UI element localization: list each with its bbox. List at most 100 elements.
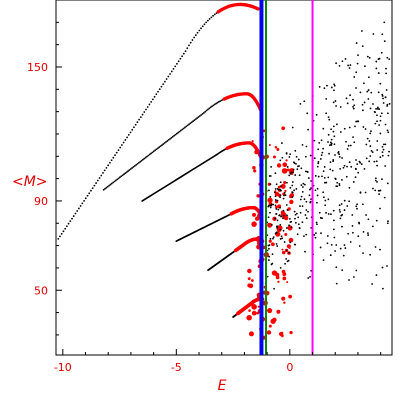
data-point (334, 100, 337, 102)
data-point (179, 129, 182, 132)
data-point (290, 220, 293, 223)
data-point (328, 152, 330, 155)
data-point (121, 174, 124, 177)
data-point (281, 237, 284, 240)
data-point (275, 208, 278, 210)
data-point (318, 211, 321, 214)
data-point (377, 91, 380, 94)
data-point (358, 245, 361, 247)
data-point (248, 309, 251, 312)
data-point (188, 123, 190, 126)
data-point (332, 101, 335, 104)
data-point (379, 132, 382, 135)
data-point (286, 168, 290, 172)
data-point (352, 136, 354, 139)
data-point (348, 200, 351, 203)
data-point (285, 257, 288, 260)
data-point (275, 275, 280, 280)
data-point (133, 126, 135, 129)
data-point (354, 176, 357, 179)
data-point (282, 229, 285, 232)
data-point (361, 109, 364, 112)
data-point (268, 189, 270, 192)
data-point (372, 33, 375, 35)
data-point (323, 87, 326, 90)
data-point (336, 123, 338, 126)
data-point (281, 250, 286, 255)
data-point (310, 198, 312, 201)
data-point (205, 109, 208, 112)
data-point (369, 253, 372, 256)
data-point (362, 252, 364, 255)
data-point (277, 280, 280, 283)
data-point (272, 203, 275, 206)
data-point (67, 222, 70, 225)
data-point (379, 119, 382, 122)
data-point (327, 141, 329, 143)
data-point (102, 172, 104, 174)
data-point (356, 207, 358, 210)
data-point (268, 247, 270, 250)
data-point (315, 221, 318, 224)
data-point (296, 233, 299, 236)
data-point (349, 94, 351, 97)
data-point (207, 19, 209, 22)
data-point (268, 255, 271, 258)
data-point (335, 185, 338, 188)
data-point (83, 199, 85, 202)
data-point (256, 311, 260, 315)
data-point (317, 148, 320, 151)
data-point (179, 57, 182, 60)
data-point (371, 151, 374, 153)
data-point (316, 187, 319, 190)
data-point (341, 157, 343, 159)
red-cluster (246, 126, 295, 340)
data-point (276, 309, 281, 314)
data-point (155, 93, 158, 96)
data-point (352, 107, 355, 110)
data-point (169, 73, 171, 75)
data-point (288, 251, 290, 254)
data-point (330, 86, 333, 89)
data-point (348, 67, 351, 69)
data-point (379, 82, 382, 85)
data-point (274, 146, 278, 149)
data-point (382, 148, 385, 151)
data-point (219, 100, 222, 103)
data-point (124, 139, 127, 141)
data-point (333, 135, 336, 138)
data-point (283, 180, 287, 185)
data-point (178, 130, 181, 133)
data-point (153, 95, 156, 98)
data-point (332, 159, 335, 161)
curve-4 (175, 205, 263, 243)
data-point (65, 225, 68, 228)
data-point (322, 127, 325, 130)
data-point (90, 189, 92, 192)
data-point (346, 102, 349, 105)
data-point (251, 221, 257, 227)
data-point (175, 132, 178, 135)
data-point (266, 275, 269, 278)
data-point (304, 250, 306, 253)
data-point (297, 216, 300, 219)
data-point (361, 30, 363, 32)
data-point (382, 102, 385, 104)
data-point (276, 245, 279, 247)
data-point (346, 205, 349, 207)
data-point (257, 305, 260, 308)
data-point (279, 206, 281, 209)
data-point (374, 246, 377, 248)
data-point (256, 235, 260, 239)
y-axis-label: <M> (12, 174, 48, 190)
data-point (337, 151, 340, 154)
data-point (114, 179, 117, 182)
data-point (203, 111, 205, 114)
data-point (293, 210, 296, 213)
data-point (339, 106, 342, 108)
data-point (292, 168, 295, 171)
data-point (314, 189, 317, 192)
data-point (349, 64, 352, 66)
data-point (189, 122, 192, 125)
data-point (364, 191, 367, 194)
